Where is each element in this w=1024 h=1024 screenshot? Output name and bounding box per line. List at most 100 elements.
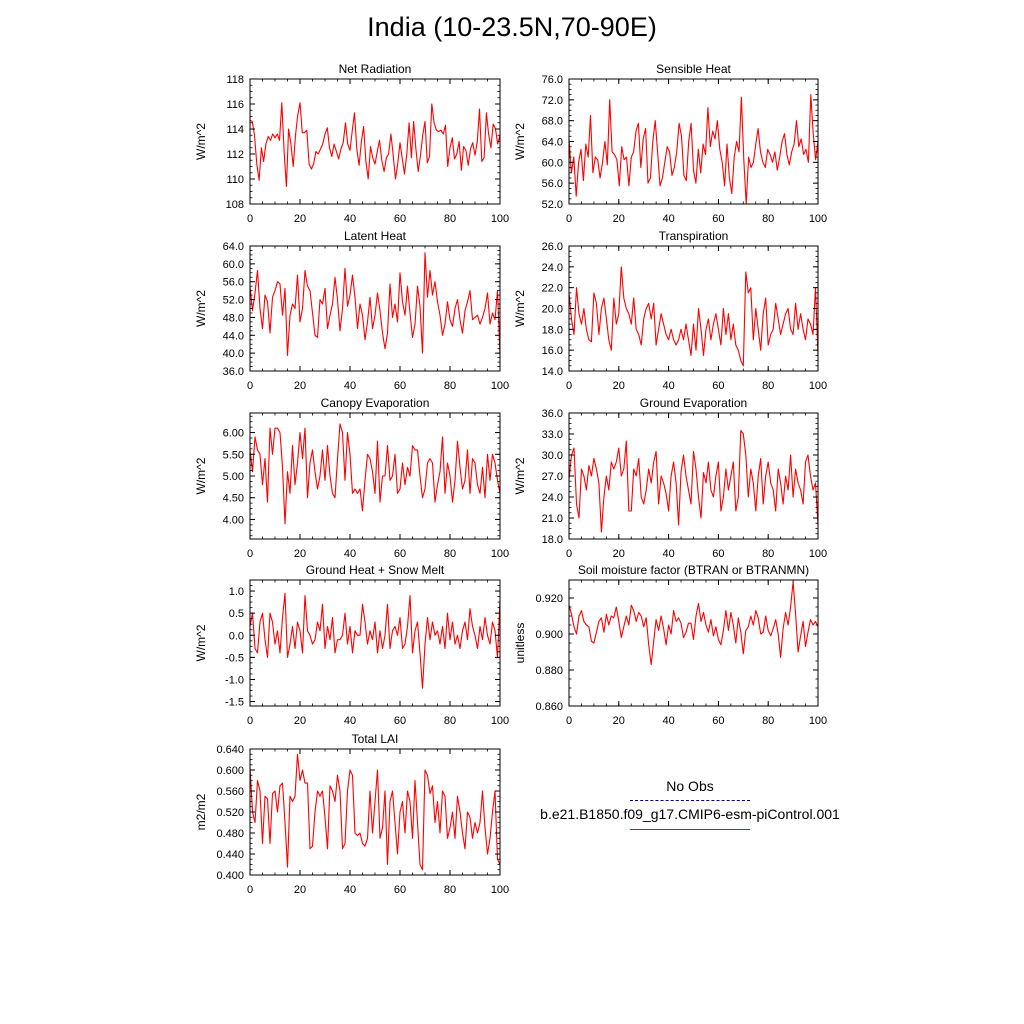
- y-tick-label: 52.0: [223, 295, 244, 307]
- x-tick-label: 60: [712, 715, 724, 727]
- y-tick-label: 0.520: [216, 807, 244, 819]
- x-tick-label: 20: [613, 380, 625, 392]
- x-tick-label: 0: [566, 715, 572, 727]
- x-tick-label: 60: [712, 380, 724, 392]
- x-tick-label: 0: [247, 884, 253, 896]
- y-tick-label: 0.0: [229, 630, 244, 642]
- y-axis-label: m2/m2: [194, 793, 208, 830]
- x-tick-label: 20: [613, 213, 625, 225]
- x-tick-label: 0: [247, 380, 253, 392]
- y-tick-label: 26.0: [542, 241, 563, 253]
- plot-frame: [568, 245, 819, 372]
- x-tick-label: 40: [344, 548, 356, 560]
- y-tick-label: 0.5: [229, 608, 244, 620]
- series-line: [568, 94, 819, 205]
- y-tick-label: 40.0: [223, 348, 244, 360]
- x-tick-label: 80: [444, 380, 456, 392]
- y-axis-label: unitless: [513, 623, 527, 664]
- legend-obs-line: [630, 800, 750, 801]
- x-tick-label: 40: [344, 380, 356, 392]
- x-tick-label: 100: [491, 380, 509, 392]
- page-title: India (10-23.5N,70-90E): [367, 12, 657, 42]
- x-tick-label: 20: [294, 213, 306, 225]
- y-tick-label: 18.0: [542, 534, 563, 546]
- panel-title: Sensible Heat: [656, 62, 731, 76]
- panel-4: Transpiration W/m^2 0 20 40 60 80 100 14.0 16.0 18…: [513, 229, 827, 392]
- x-tick-label: 0: [566, 380, 572, 392]
- y-axis-label: W/m^2: [194, 123, 208, 160]
- legend-model-label: b.e21.B1850.f09_g17.CMIP6-esm-piControl.…: [540, 806, 840, 822]
- y-tick-label: 0.880: [535, 665, 563, 677]
- y-tick-label: 48.0: [223, 312, 244, 324]
- y-tick-label: 0.400: [216, 870, 244, 882]
- x-tick-label: 20: [294, 548, 306, 560]
- plot-frame: [249, 78, 501, 205]
- y-tick-label: 4.00: [223, 514, 244, 526]
- x-tick-label: 40: [344, 884, 356, 896]
- legend: No Obs b.e21.B1850.f09_g17.CMIP6-esm-piC…: [520, 778, 840, 848]
- x-tick-label: 100: [491, 213, 509, 225]
- y-tick-label: 108: [226, 199, 244, 211]
- x-tick-label: 80: [762, 548, 774, 560]
- x-tick-label: 100: [809, 380, 827, 392]
- x-tick-label: 40: [662, 715, 674, 727]
- y-tick-label: -1.5: [225, 697, 244, 709]
- x-tick-label: 60: [394, 715, 406, 727]
- y-tick-label: 6.00: [223, 428, 244, 440]
- panel-title: Transpiration: [659, 229, 729, 243]
- y-tick-label: 5.00: [223, 471, 244, 483]
- x-tick-label: 60: [712, 213, 724, 225]
- x-tick-label: 60: [394, 884, 406, 896]
- y-tick-label: 1.0: [229, 586, 244, 598]
- y-tick-label: 56.0: [223, 277, 244, 289]
- x-tick-label: 80: [762, 380, 774, 392]
- x-tick-label: 100: [491, 548, 509, 560]
- series-line: [568, 429, 819, 533]
- y-tick-label: 56.0: [542, 178, 563, 190]
- y-tick-label: 60.0: [542, 157, 563, 169]
- y-tick-label: 76.0: [542, 74, 563, 86]
- y-tick-label: 112: [226, 149, 244, 161]
- x-tick-label: 0: [247, 715, 253, 727]
- y-tick-label: 24.0: [542, 262, 563, 274]
- panel-title: Soil moisture factor (BTRAN or BTRANMN): [578, 563, 809, 577]
- x-tick-label: 40: [344, 213, 356, 225]
- series-line: [568, 266, 819, 367]
- x-tick-label: 80: [444, 884, 456, 896]
- panel-title: Canopy Evaporation: [321, 396, 430, 410]
- y-tick-label: 22.0: [542, 283, 563, 295]
- y-tick-label: 118: [226, 74, 244, 86]
- y-tick-label: 52.0: [542, 199, 563, 211]
- y-tick-label: 24.0: [542, 492, 563, 504]
- y-tick-label: 68.0: [542, 116, 563, 128]
- panel-2: Sensible Heat W/m^2 0 20 40 60 80 100 52.0 56.0 60…: [513, 62, 827, 225]
- x-tick-label: 80: [444, 548, 456, 560]
- panel-8: Soil moisture factor (BTRAN or BTRANMN) u…: [513, 563, 827, 727]
- y-tick-label: 0.900: [535, 629, 563, 641]
- series-line: [249, 753, 501, 871]
- plot-frame: [568, 579, 819, 707]
- x-tick-label: 20: [613, 548, 625, 560]
- y-tick-label: 64.0: [223, 241, 244, 253]
- series-line: [249, 592, 501, 689]
- y-tick-label: 20.0: [542, 304, 563, 316]
- panel-title: Latent Heat: [344, 229, 407, 243]
- panel-title: Ground Evaporation: [640, 396, 747, 410]
- y-tick-label: 110: [226, 174, 244, 186]
- panel-9: Total LAI m2/m2 0 20 40 60 80 100 0.400 0.440 0.48…: [194, 732, 509, 896]
- x-tick-label: 60: [394, 213, 406, 225]
- panel-title: Total LAI: [352, 732, 399, 746]
- y-tick-label: 116: [226, 99, 244, 111]
- plot-frame: [568, 78, 819, 205]
- x-tick-label: 80: [444, 213, 456, 225]
- panel-7: Ground Heat + Snow Melt W/m^2 0 20 40 60 80 100…: [194, 563, 509, 727]
- x-tick-label: 20: [294, 715, 306, 727]
- y-axis-label: W/m^2: [513, 290, 527, 327]
- x-tick-label: 20: [294, 380, 306, 392]
- y-tick-label: 36.0: [223, 366, 244, 378]
- y-tick-label: 44.0: [223, 330, 244, 342]
- x-tick-label: 100: [809, 548, 827, 560]
- y-tick-label: 0.480: [216, 828, 244, 840]
- y-tick-label: -1.0: [225, 674, 244, 686]
